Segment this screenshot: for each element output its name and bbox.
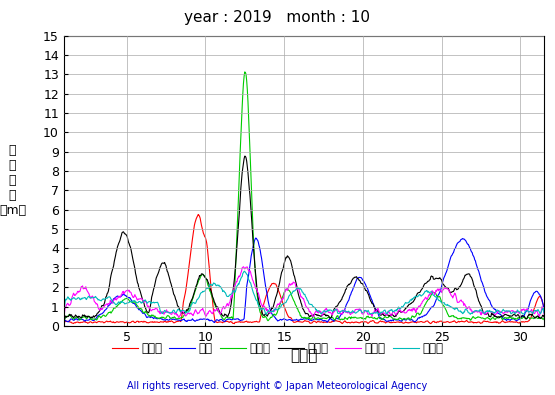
Line: 唐桑: 唐桑: [64, 238, 544, 323]
経ヶ岸: [60, 319, 67, 324]
屋久島: [266, 309, 273, 314]
生月島: [406, 308, 412, 313]
経ヶ岸: [241, 154, 248, 158]
上ノ国: [266, 286, 273, 291]
Legend: 上ノ国, 唐桑, 石廈崎, 経ヶ岸, 生月島, 屋久島: 上ノ国, 唐桑, 石廈崎, 経ヶ岸, 生月島, 屋久島: [107, 337, 448, 359]
Line: 経ヶ岸: 経ヶ岸: [64, 156, 544, 322]
上ノ国: [128, 320, 134, 325]
Line: 上ノ国: 上ノ国: [64, 214, 544, 324]
石廈崎: [62, 314, 69, 319]
経ヶ岸: [284, 254, 291, 258]
石廈崎: [417, 311, 424, 316]
経ヶ岸: [417, 289, 424, 293]
Y-axis label: 有
義
波
高
（m）: 有 義 波 高 （m）: [0, 144, 26, 217]
石廈崎: [406, 316, 412, 320]
石廈崎: [60, 320, 67, 325]
上ノ国: [284, 312, 291, 317]
生月島: [240, 264, 247, 269]
経ヶ岸: [128, 247, 134, 252]
生月島: [266, 310, 273, 314]
生月島: [417, 303, 424, 308]
Line: 生月島: 生月島: [64, 267, 544, 318]
屋久島: [60, 311, 67, 316]
屋久島: [406, 300, 413, 305]
屋久島: [541, 310, 547, 315]
生月島: [541, 312, 547, 316]
唐桑: [417, 315, 424, 320]
石廈崎: [128, 299, 134, 304]
唐桑: [62, 318, 69, 323]
上ノ国: [62, 319, 69, 324]
屋久島: [62, 297, 69, 301]
石廈崎: [284, 286, 291, 291]
生月島: [284, 288, 291, 293]
唐桑: [60, 321, 67, 325]
唐桑: [406, 317, 412, 322]
生月島: [60, 315, 67, 320]
上ノ国: [417, 319, 424, 324]
経ヶ岸: [541, 314, 547, 319]
唐桑: [541, 309, 547, 314]
Text: All rights reserved. Copyright © Japan Meteorological Agency: All rights reserved. Copyright © Japan M…: [128, 381, 427, 391]
生月島: [128, 290, 134, 295]
上ノ国: [406, 320, 412, 325]
Line: 屋久島: 屋久島: [64, 271, 544, 314]
屋久島: [263, 312, 269, 317]
X-axis label: （日）: （日）: [290, 348, 317, 363]
経ヶ岸: [406, 302, 412, 307]
生月島: [62, 305, 69, 310]
唐桑: [266, 304, 273, 308]
上ノ国: [195, 212, 201, 217]
経ヶ岸: [266, 311, 273, 316]
唐桑: [128, 297, 134, 302]
上ノ国: [541, 308, 547, 313]
唐桑: [284, 318, 291, 323]
屋久島: [418, 294, 425, 299]
石廈崎: [266, 317, 273, 322]
唐桑: [253, 236, 259, 241]
上ノ国: [60, 322, 67, 326]
屋久島: [128, 299, 134, 304]
屋久島: [241, 269, 248, 274]
屋久島: [285, 296, 291, 301]
Line: 石廈崎: 石廈崎: [64, 72, 544, 322]
石廈崎: [541, 317, 547, 322]
経ヶ岸: [62, 314, 69, 318]
石廈崎: [241, 70, 248, 74]
Text: year : 2019   month : 10: year : 2019 month : 10: [184, 10, 371, 25]
